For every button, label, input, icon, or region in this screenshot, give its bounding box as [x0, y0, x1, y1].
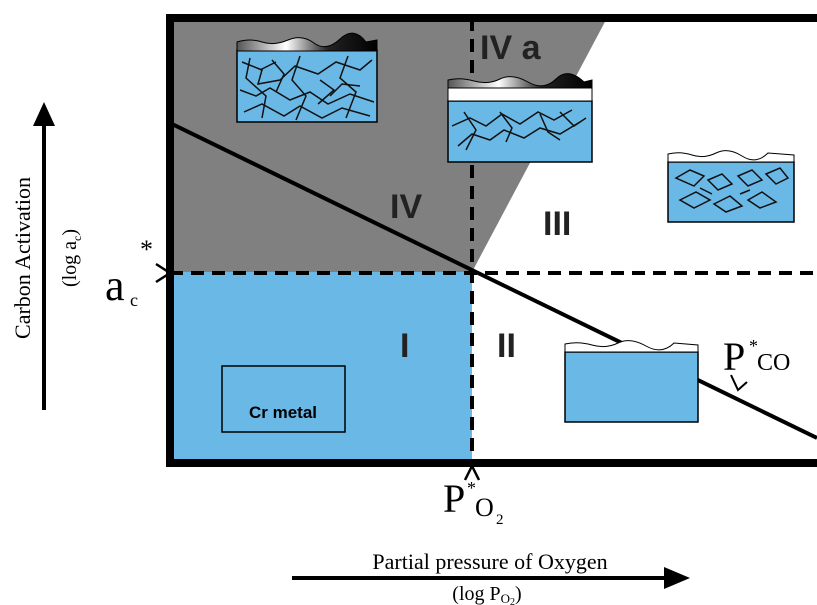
region-i-fill	[170, 272, 472, 463]
ac-star-label: *	[140, 235, 153, 264]
region-ii-label: II	[497, 327, 516, 365]
pco-star-marker: P * CO	[723, 334, 790, 392]
cr-metal-box	[221, 365, 346, 433]
ac-main-label: a	[105, 261, 125, 310]
ac-star-marker: a c *	[105, 235, 173, 310]
x-axis: Partial pressure of Oxygen (log PO2)	[292, 549, 690, 605]
po2-star-label: *	[467, 478, 476, 498]
x-axis-arrowhead	[664, 567, 690, 589]
ac-sub-label: c	[130, 290, 138, 310]
sample-region-iva	[447, 73, 593, 163]
po2-star-marker: P * O 2	[443, 463, 504, 528]
po2-sub2-label: 2	[496, 512, 504, 528]
pco-main-label: P	[723, 334, 745, 379]
sample-region-iii	[667, 150, 795, 223]
diagram-frame	[166, 14, 817, 467]
sample-region-iv	[236, 32, 378, 123]
po2-main-label: P	[443, 476, 465, 521]
region-iv-a-label: IV a	[480, 29, 542, 67]
pco-sub-label: CO	[757, 350, 790, 376]
y-axis-subtitle: (log ac)	[59, 229, 84, 287]
cr-metal-label: Cr metal	[249, 403, 317, 422]
pco-boundary-line	[169, 121, 817, 440]
region-iii-label: III	[543, 205, 571, 243]
pco-star-label: *	[749, 336, 758, 356]
x-axis-subtitle: (log PO2)	[452, 583, 521, 605]
y-axis: Carbon Activation (log ac)	[10, 102, 84, 410]
region-i-label: I	[400, 327, 409, 365]
x-axis-title: Partial pressure of Oxygen	[372, 549, 607, 574]
y-axis-arrowhead	[33, 102, 55, 126]
po2-sub-label: O	[475, 493, 494, 522]
sample-region-ii	[564, 340, 699, 423]
region-iv-label: IV	[390, 188, 422, 226]
y-axis-title: Carbon Activation	[10, 177, 35, 339]
